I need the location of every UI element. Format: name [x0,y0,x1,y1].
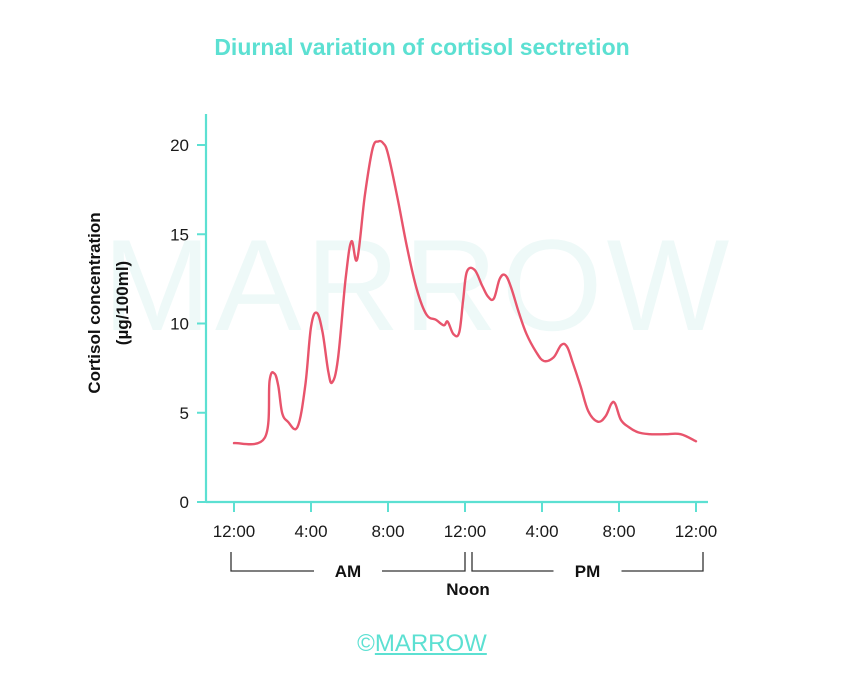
x-tick-label: 12:00 [675,522,718,541]
x-tick-label: 8:00 [371,522,404,541]
copyright-mark: ©MARROW [0,630,844,658]
period-brackets: AM PM Noon [230,552,704,599]
axes [204,114,708,504]
x-tick-label: 4:00 [525,522,558,541]
x-tick-label: 12:00 [213,522,256,541]
bracket-pm-right [621,552,704,572]
y-tick-label: 0 [180,493,189,512]
y-tick-label: 5 [180,404,189,423]
period-label-am: AM [335,562,361,581]
y-tick-label: 10 [170,315,189,334]
chart-title: Diurnal variation of cortisol sectretion [214,34,630,60]
noon-label: Noon [446,580,489,599]
bracket-am-right [382,552,466,572]
x-tick-label: 4:00 [294,522,327,541]
y-axis-label-line2: (µg/100ml) [113,261,132,345]
bracket-pm-left [471,552,554,572]
y-tick-label: 15 [170,225,189,244]
period-label-pm: PM [575,562,601,581]
cortisol-line [232,139,698,446]
copyright-brand: MARROW [374,630,487,657]
y-tick-label: 20 [170,136,189,155]
y-ticks: 0 5 10 15 20 [170,136,206,512]
x-tick-label: 8:00 [602,522,635,541]
y-axis-label-line1: Cortisol concentration [85,212,104,393]
x-tick-label: 12:00 [444,522,487,541]
x-ticks: 12:00 4:00 8:00 12:00 4:00 8:00 12:00 [213,502,718,541]
copyright-symbol: © [357,630,375,657]
bracket-am-left [230,552,314,572]
